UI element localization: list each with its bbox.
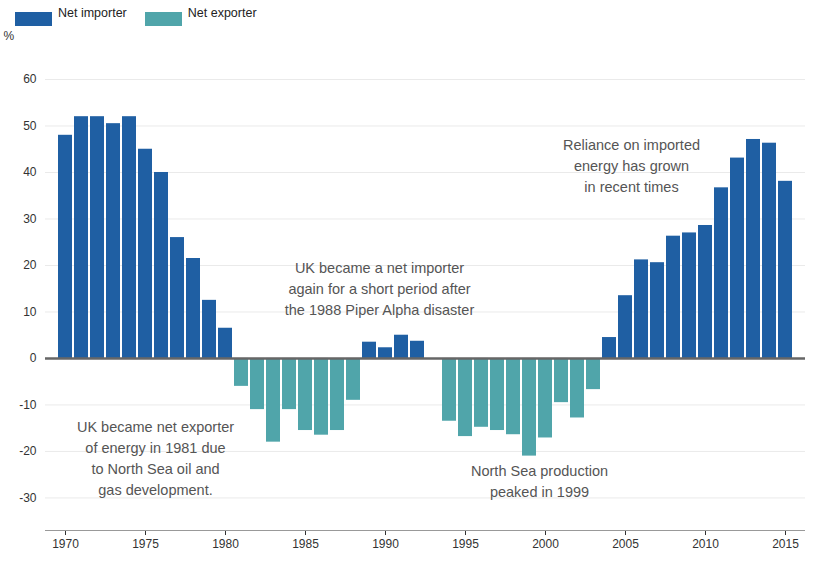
- html-text:Net exporter: Net exporter: [187, 6, 257, 20]
- svg-text:UK became net exporterof energ: UK became net exporterof energy in 1981 …: [77, 419, 234, 498]
- svg-text:Reliance on importedenergy has: Reliance on importedenergy has grownin r…: [563, 137, 700, 195]
- svg-text:50: 50: [23, 119, 37, 133]
- svg-text:2010: 2010: [692, 537, 719, 551]
- html-text:Net importer: Net importer: [58, 6, 127, 20]
- svg-text:1985: 1985: [292, 537, 319, 551]
- svg-text:1995: 1995: [452, 537, 479, 551]
- svg-text:-30: -30: [19, 491, 37, 505]
- svg-text:North Sea productionpeaked in: North Sea productionpeaked in 1999: [471, 463, 608, 500]
- svg-text:2015: 2015: [772, 537, 799, 551]
- svg-text:2000: 2000: [532, 537, 559, 551]
- svg-text:1980: 1980: [212, 537, 239, 551]
- svg-text:20: 20: [23, 258, 37, 272]
- svg-text:-20: -20: [19, 444, 37, 458]
- svg-text:2005: 2005: [612, 537, 639, 551]
- svg-text:UK became a net importeragain: UK became a net importeragain for a shor…: [285, 260, 475, 318]
- svg-text:30: 30: [23, 212, 37, 226]
- svg-text:1975: 1975: [132, 537, 159, 551]
- svg-text:10: 10: [23, 305, 37, 319]
- svg-text:0: 0: [30, 351, 37, 365]
- svg-text:1990: 1990: [372, 537, 399, 551]
- svg-text:-10: -10: [19, 398, 37, 412]
- svg-text:60: 60: [23, 72, 37, 86]
- svg-text:%: %: [4, 29, 15, 43]
- svg-text:1970: 1970: [52, 537, 79, 551]
- svg-text:40: 40: [23, 165, 37, 179]
